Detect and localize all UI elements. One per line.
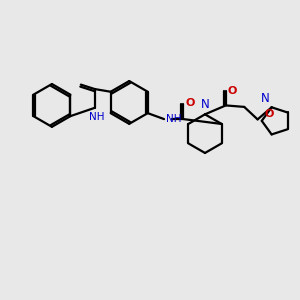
Text: O: O xyxy=(228,86,237,96)
Text: O: O xyxy=(185,98,195,108)
Text: O: O xyxy=(264,110,274,119)
Text: NH: NH xyxy=(166,114,181,124)
Text: N: N xyxy=(260,92,269,105)
Text: NH: NH xyxy=(88,112,104,122)
Text: N: N xyxy=(201,98,209,111)
